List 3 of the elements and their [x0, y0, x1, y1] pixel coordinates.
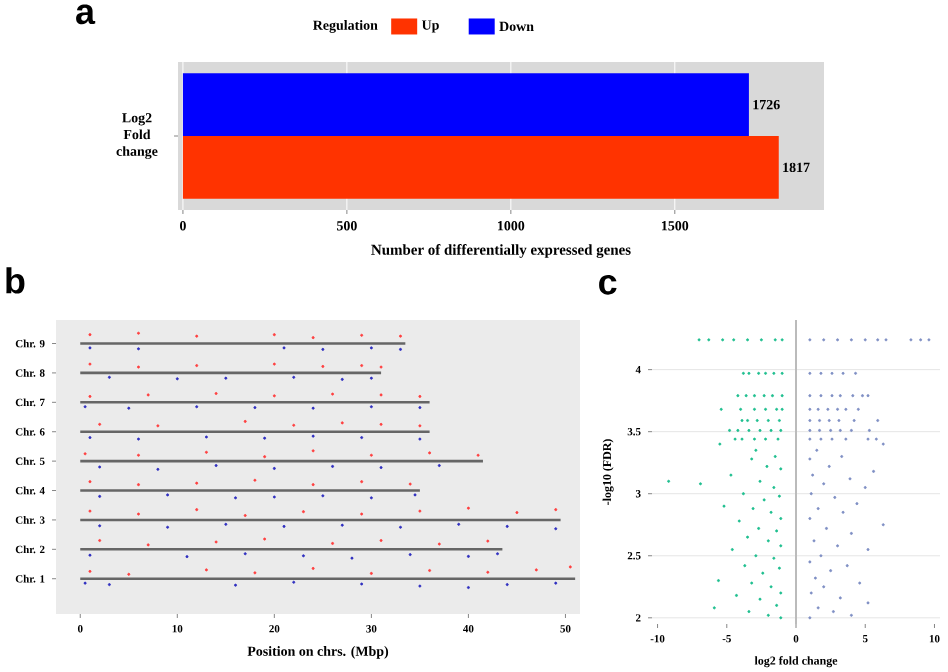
chart-title: a [76, 4, 96, 25]
chart-title: c [599, 274, 617, 295]
chart-title: b [6, 267, 25, 294]
